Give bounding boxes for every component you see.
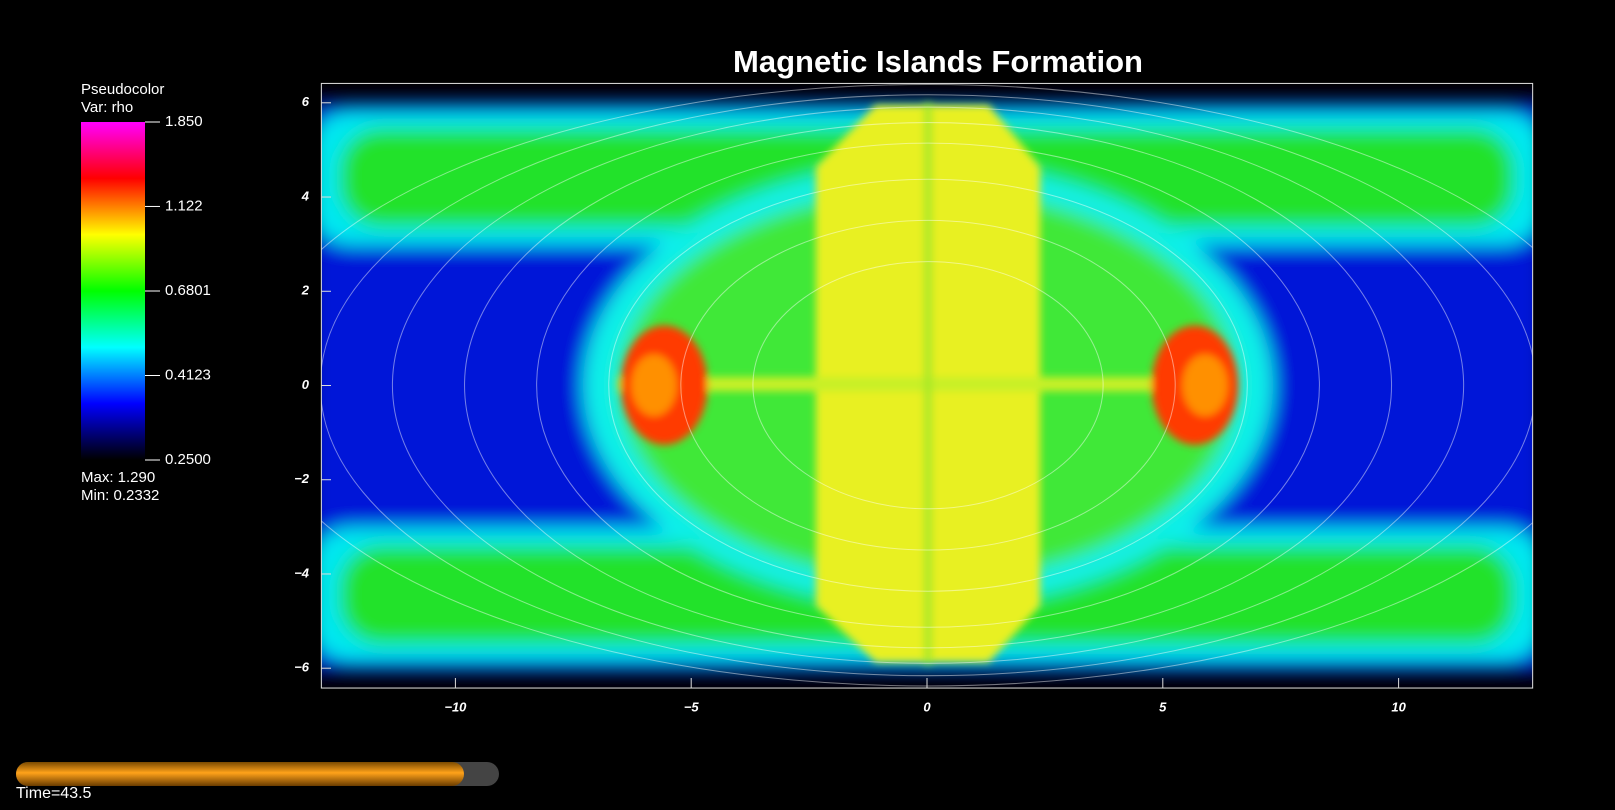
- y-tick-label: −4: [294, 565, 310, 580]
- legend-variable: Var: rho: [81, 99, 133, 116]
- y-tick-label: 2: [301, 283, 310, 298]
- y-tick-label: −6: [294, 660, 310, 675]
- x-tick-label: 5: [1159, 699, 1167, 714]
- y-tick-label: 6: [302, 94, 310, 109]
- y-tick-label: 0: [302, 377, 310, 392]
- legend-max: Max: 1.290: [81, 469, 155, 486]
- colorbar-tick-label: 1.122: [165, 197, 203, 214]
- x-tick-label: −5: [684, 699, 700, 714]
- y-tick-label: 4: [301, 188, 310, 203]
- field: [320, 82, 1534, 689]
- y-tick-label: −2: [294, 471, 310, 486]
- x-tick-label: 10: [1391, 699, 1406, 714]
- colorbar-tick-label: 0.4123: [165, 366, 211, 383]
- colorbar-tick-label: 0.6801: [165, 282, 211, 299]
- x-tick-label: 0: [923, 699, 931, 714]
- colorbar-tick-label: 0.2500: [165, 451, 211, 468]
- chart-title: Magnetic Islands Formation: [733, 44, 1143, 79]
- legend-plot-name: Pseudocolor: [81, 81, 164, 98]
- legend-min: Min: 0.2332: [81, 487, 159, 504]
- time-label: Time=43.5: [16, 785, 92, 802]
- colorbar-tick-label: 1.850: [165, 113, 203, 130]
- colorbar: [81, 122, 145, 460]
- x-tick-label: −10: [444, 699, 467, 714]
- time-slider-fill: [16, 762, 464, 786]
